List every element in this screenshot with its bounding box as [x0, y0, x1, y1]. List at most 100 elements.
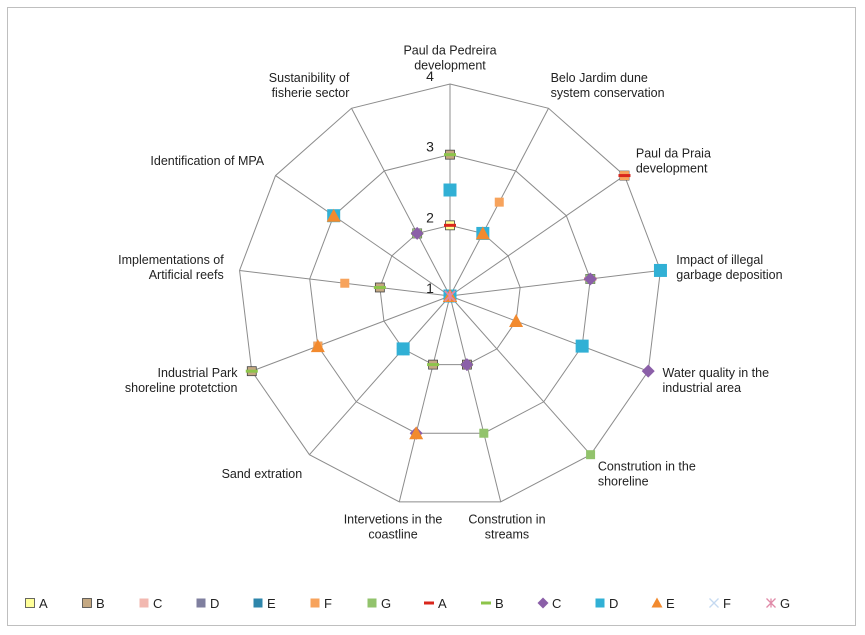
tick-label-1: 1 — [426, 280, 434, 296]
grid-spoke-12 — [351, 108, 451, 297]
category-label-4: Water quality in the industrial area — [663, 366, 770, 395]
legend-marker-4 — [253, 598, 263, 608]
point-13-12 — [444, 290, 456, 302]
legend-marker-5 — [310, 598, 320, 608]
tick-label-2: 2 — [426, 209, 434, 225]
grid-spoke-3 — [449, 269, 661, 297]
legend-item-8: B — [481, 596, 504, 611]
grid-ring-3 — [309, 154, 591, 434]
legend-label-3: D — [210, 596, 219, 611]
series-9-C — [396, 226, 655, 440]
point-9-6 — [460, 358, 474, 372]
point-11-11 — [326, 208, 341, 222]
legend-marker-2 — [139, 598, 149, 608]
grid-ring-4 — [239, 83, 661, 503]
legend-marker-3 — [196, 598, 206, 608]
legend-marker-0 — [25, 598, 35, 608]
legend-marker-12 — [709, 598, 719, 608]
category-label-12: Sustanibility of fisherie sector — [269, 71, 350, 100]
category-label-2: Paul da Praia development — [636, 146, 711, 175]
legend-marker-8 — [481, 601, 491, 605]
legend-item-3: D — [196, 596, 219, 611]
legend-item-11: E — [651, 596, 675, 611]
legend-label-5: F — [324, 596, 332, 611]
grid-spoke-2 — [449, 175, 625, 297]
legend-marker-1 — [82, 598, 92, 608]
grid-spoke-9 — [251, 295, 451, 372]
point-10-3 — [653, 263, 667, 277]
point-6-6 — [479, 428, 489, 438]
series-13-G — [444, 290, 456, 302]
category-label-6: Constrution in streams — [468, 513, 545, 542]
legend-label-10: D — [609, 596, 618, 611]
point-8-9 — [245, 369, 258, 373]
series-1-B — [246, 149, 472, 377]
point-6-5 — [586, 450, 596, 460]
legend-marker-13 — [766, 598, 776, 608]
category-label-10: Implementations of Artificial reefs — [118, 253, 224, 282]
legend-marker-9 — [537, 597, 549, 609]
legend-label-4: E — [267, 596, 276, 611]
tick-labels: 1 2 3 4 — [426, 68, 434, 296]
legend-item-10: D — [595, 596, 618, 611]
grid-layer — [239, 83, 661, 503]
legend-label-9: C — [552, 596, 561, 611]
point-10-4 — [575, 339, 589, 353]
legend-label-1: B — [96, 596, 105, 611]
legend-label-6: G — [381, 596, 391, 611]
legend-item-4: E — [253, 596, 276, 611]
legend-label-0: A — [39, 596, 48, 611]
legend-item-5: F — [310, 596, 332, 611]
category-label-8: Sand extration — [222, 467, 303, 481]
grid-spoke-7 — [398, 295, 451, 502]
legend-item-7: A — [424, 596, 447, 611]
legend-marker-11 — [651, 597, 663, 608]
point-11-9 — [310, 339, 325, 353]
legend-label-7: A — [438, 596, 447, 611]
category-label-3: Impact of illegal garbage deposition — [676, 253, 782, 282]
category-label-5: Constrution in the shoreline — [598, 460, 696, 489]
point-9-12 — [410, 226, 424, 240]
grid-spoke-4 — [449, 295, 649, 372]
category-label-11: Identification of MPA — [150, 154, 264, 168]
category-label-7: Intervetions in the coastline — [344, 513, 443, 542]
legend-item-9: C — [537, 596, 561, 611]
legend-marker-7 — [424, 601, 434, 605]
legend-label-2: C — [153, 596, 162, 611]
tick-label-3: 3 — [426, 139, 434, 155]
point-5-1 — [494, 197, 504, 207]
legend-item-1: B — [82, 596, 105, 611]
legend-label-12: F — [723, 596, 731, 611]
series-10-D — [327, 183, 667, 356]
legend-item-2: C — [139, 596, 162, 611]
category-label-9: Industrial Park shoreline protetction — [125, 366, 238, 395]
series-11-E — [310, 208, 524, 440]
legend-item-13: G — [766, 596, 790, 611]
legend-item-6: G — [367, 596, 391, 611]
point-7-0 — [444, 223, 456, 227]
legend-marker-10 — [595, 598, 605, 608]
tick-label-4: 4 — [426, 68, 434, 84]
grid-spoke-5 — [449, 295, 591, 456]
point-11-4 — [509, 314, 524, 328]
legend-item-0: A — [25, 596, 48, 611]
grid-spoke-8 — [309, 295, 451, 456]
point-8-0 — [444, 153, 456, 157]
point-10-8 — [396, 342, 410, 356]
point-5-10 — [340, 278, 350, 288]
point-8-10 — [373, 285, 386, 289]
category-label-0: Paul da Pedreira development — [403, 44, 496, 73]
data-points — [245, 149, 667, 460]
grid-spoke-11 — [275, 175, 451, 297]
legend-label-11: E — [666, 596, 675, 611]
category-label-1: Belo Jardim dune system conservation — [551, 71, 665, 100]
legend-label-8: B — [495, 596, 504, 611]
point-9-3 — [583, 272, 597, 286]
legend-marker-6 — [367, 598, 377, 608]
grid-ring-2 — [379, 224, 521, 366]
point-7-2 — [618, 174, 631, 178]
point-9-4 — [641, 364, 655, 378]
grid-spoke-6 — [449, 295, 502, 502]
